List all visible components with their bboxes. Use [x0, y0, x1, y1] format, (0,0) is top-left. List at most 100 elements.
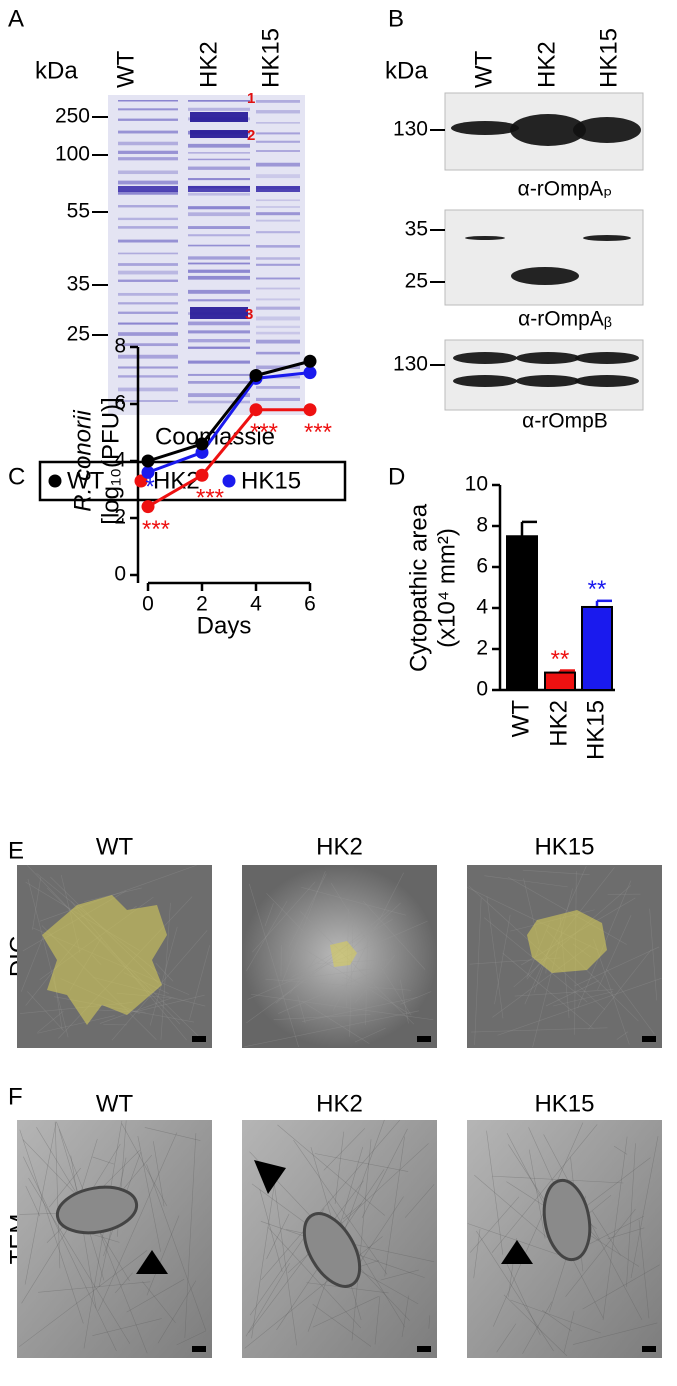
gel-band [256, 298, 300, 301]
data-point [141, 500, 155, 514]
gel-band [118, 311, 178, 314]
marker-label: 35 [405, 218, 428, 241]
texture [563, 1310, 575, 1353]
y-tick-label: 10 [465, 473, 488, 496]
gel-band [188, 100, 250, 102]
gel-band [188, 275, 250, 280]
texture [342, 977, 378, 991]
texture [342, 1203, 362, 1220]
data-point [195, 468, 209, 482]
scale-bar [417, 1036, 431, 1042]
y-tick-label: 2 [476, 637, 488, 660]
gel-band [118, 279, 178, 282]
texture [365, 936, 368, 1026]
gel-band [188, 192, 250, 196]
texture [184, 1133, 197, 1338]
texture [144, 1127, 201, 1141]
legend-label: HK15 [241, 467, 301, 494]
gel-band [256, 132, 300, 135]
texture [354, 954, 396, 1004]
marker-label: 130 [393, 353, 428, 376]
texture [588, 949, 652, 1030]
arrowhead [136, 1250, 168, 1274]
gel-band [118, 205, 178, 208]
texture [83, 1120, 123, 1349]
gel-band [188, 256, 250, 260]
texture [160, 902, 171, 1040]
lane-label: WT [112, 50, 139, 88]
texture [486, 1130, 504, 1255]
y-tick-label: 4 [476, 596, 488, 619]
lane-label: HK15 [257, 28, 284, 88]
gel-band [188, 143, 250, 148]
gel-band [256, 386, 300, 389]
texture [267, 1226, 362, 1329]
texture [54, 1121, 61, 1269]
blot-band [516, 352, 580, 364]
arrowhead [254, 1160, 286, 1194]
micrograph [17, 1120, 212, 1358]
gel-band [256, 287, 300, 290]
texture [153, 1141, 165, 1207]
panel-label: A [8, 5, 24, 32]
texture [332, 872, 404, 1011]
texture [37, 1015, 115, 1034]
y-axis-title: [log₁₀(PFU)] [97, 397, 124, 524]
texture [602, 1136, 628, 1321]
texture [146, 1164, 207, 1331]
gel-band [188, 158, 250, 161]
marker-label: 55 [67, 200, 90, 223]
x-tick-label: WT [507, 700, 534, 738]
texture [497, 977, 662, 1036]
panel-label: F [8, 1083, 23, 1110]
texture [264, 903, 274, 927]
texture [25, 1185, 41, 1217]
texture [307, 1119, 385, 1332]
marker-label: 250 [55, 105, 90, 128]
texture [400, 991, 432, 1005]
gel-band [118, 180, 178, 185]
texture [545, 980, 599, 1007]
texture [137, 1135, 161, 1252]
gel-band [188, 152, 250, 154]
lane-label: WT [470, 50, 497, 88]
gel-band [118, 270, 178, 275]
texture [92, 1156, 115, 1165]
texture [266, 893, 310, 939]
texture [312, 1296, 379, 1328]
gel-band [188, 166, 250, 170]
texture [339, 1146, 364, 1227]
texture [244, 1010, 420, 1048]
texture [504, 1259, 541, 1336]
texture [484, 875, 568, 888]
texture [582, 1215, 645, 1248]
x-tick-label: HK15 [582, 700, 609, 760]
texture [553, 991, 613, 1007]
texture [541, 1309, 573, 1332]
gel-band [118, 322, 178, 325]
texture [92, 1318, 162, 1337]
gel-band [256, 212, 300, 216]
series-line [147, 371, 311, 474]
data-point [195, 437, 209, 451]
blot-band [583, 235, 631, 241]
gel-band [188, 234, 250, 237]
panel-label: B [388, 5, 404, 32]
texture [303, 948, 410, 1015]
gel-band [256, 186, 300, 192]
texture [649, 908, 658, 1001]
texture [607, 1227, 645, 1240]
bar [581, 605, 613, 691]
blot-band [453, 352, 517, 364]
column-label: HK2 [316, 1090, 363, 1117]
texture [476, 1230, 554, 1352]
gel-band [188, 360, 250, 364]
gel-band [188, 381, 250, 384]
marker-label: 35 [67, 273, 90, 296]
texture [306, 1282, 389, 1294]
blot-band [453, 375, 517, 387]
gel-band [118, 108, 178, 111]
texture [351, 902, 401, 950]
gel-band [188, 178, 250, 181]
texture [20, 937, 43, 992]
